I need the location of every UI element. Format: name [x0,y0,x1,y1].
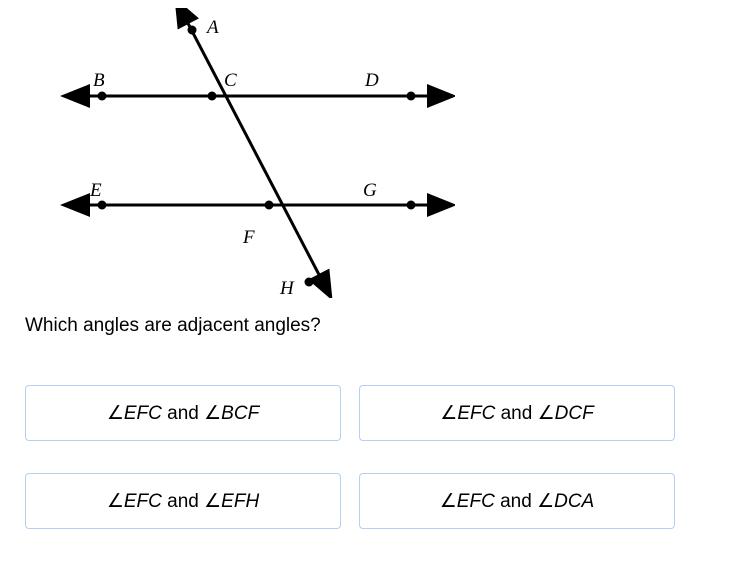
label-e: E [89,180,102,201]
question-text: Which angles are adjacent angles? [25,315,321,337]
answer-options: ∠EFC and ∠BCF ∠EFC and ∠DCF ∠EFC and ∠EF… [25,385,675,529]
label-g: G [363,180,377,201]
option-3[interactable]: ∠EFC and ∠EFH [25,473,341,529]
geometry-diagram: A B C D E F G H [25,8,455,298]
label-d: D [364,70,379,91]
point-f [265,201,274,210]
point-c [208,92,217,101]
question-container: A B C D E F G H Which angles are adjacen… [0,0,732,568]
point-e [98,201,107,210]
label-a: A [205,17,219,38]
label-h: H [279,278,295,298]
point-a [188,26,197,35]
option-1[interactable]: ∠EFC and ∠BCF [25,385,341,441]
point-h [305,278,314,287]
label-f: F [242,227,255,248]
option-4[interactable]: ∠EFC and ∠DCA [359,473,675,529]
point-b [98,92,107,101]
point-g [407,201,416,210]
label-b: B [93,70,105,91]
point-d [407,92,416,101]
label-c: C [224,70,237,91]
option-2[interactable]: ∠EFC and ∠DCF [359,385,675,441]
